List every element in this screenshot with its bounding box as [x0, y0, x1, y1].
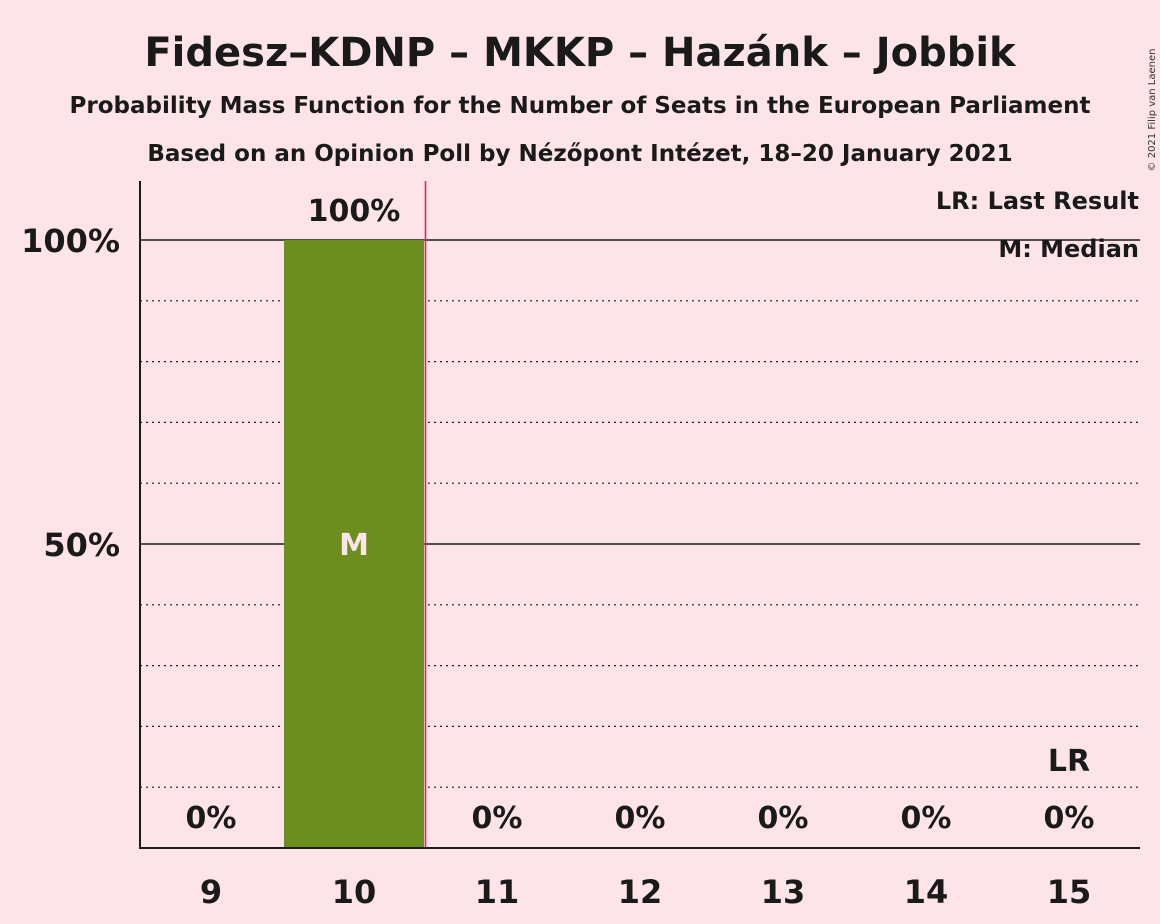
bar-seat-10 — [284, 240, 424, 848]
x-tick-label: 10 — [332, 873, 377, 911]
y-tick-label: 50% — [43, 526, 120, 564]
median-marker: M — [339, 528, 369, 563]
last-result-marker: LR — [1048, 744, 1090, 779]
x-tick-label: 9 — [200, 873, 222, 911]
data-label: 0% — [615, 801, 666, 836]
x-tick-label: 12 — [618, 873, 663, 911]
bars — [284, 240, 424, 848]
axes — [139, 181, 1140, 849]
x-tick-label: 14 — [904, 873, 949, 911]
chart-title: Fidesz–KDNP – MKKP – Hazánk – Jobbik — [144, 30, 1017, 76]
legend-entry-last-result: LR: Last Result — [936, 187, 1139, 215]
x-tick-label: 11 — [475, 873, 520, 911]
data-label: 0% — [901, 801, 952, 836]
x-tick-label: 13 — [761, 873, 806, 911]
x-tick-label: 15 — [1047, 873, 1092, 911]
data-label: 100% — [308, 194, 401, 229]
labels: 50% 100% 9 0% 10 100% 11 0% 12 0% 13 0% 14 0% 15 0% M LR — [21, 194, 1094, 911]
data-label: 0% — [1044, 801, 1095, 836]
copyright-note: © 2021 Filip van Laenen — [1147, 49, 1158, 172]
data-label: 0% — [186, 801, 237, 836]
chart-subtitle-2: Based on an Opinion Poll by Nézőpont Int… — [147, 141, 1012, 167]
y-tick-label: 100% — [21, 222, 120, 260]
data-label: 0% — [472, 801, 523, 836]
data-label: 0% — [758, 801, 809, 836]
grid — [140, 239, 1140, 788]
chart-subtitle-1: Probability Mass Function for the Number… — [70, 93, 1091, 119]
legend-entry-median: M: Median — [998, 235, 1139, 263]
